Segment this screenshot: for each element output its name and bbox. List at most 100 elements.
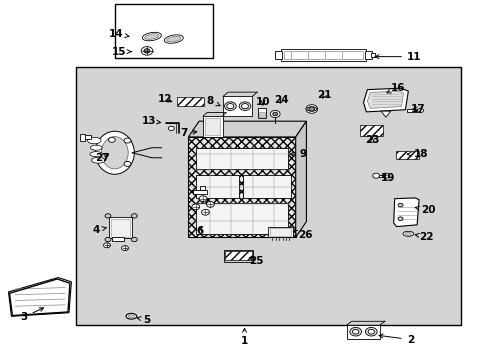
Circle shape (124, 161, 131, 166)
Bar (195, 203, 288, 234)
Text: 15: 15 (111, 46, 131, 57)
Text: 3: 3 (20, 308, 43, 322)
Text: 19: 19 (380, 173, 394, 183)
Polygon shape (366, 91, 403, 108)
Circle shape (144, 49, 150, 53)
Text: 21: 21 (317, 90, 331, 100)
Bar (359, 126, 382, 135)
Polygon shape (380, 111, 390, 117)
Bar (199, 186, 205, 190)
Ellipse shape (95, 131, 134, 174)
Circle shape (103, 243, 110, 248)
Bar (284, 51, 363, 59)
Bar (267, 226, 293, 237)
Ellipse shape (164, 35, 183, 43)
Circle shape (131, 214, 137, 218)
Bar (205, 118, 220, 135)
Bar (370, 53, 374, 57)
Circle shape (349, 327, 361, 336)
Bar (395, 151, 418, 159)
Circle shape (308, 107, 314, 111)
Circle shape (141, 46, 153, 55)
Ellipse shape (402, 231, 413, 236)
Circle shape (372, 173, 379, 178)
Bar (81, 135, 91, 139)
Ellipse shape (90, 145, 102, 150)
Circle shape (382, 173, 388, 178)
Circle shape (305, 105, 317, 113)
Bar (115, 4, 212, 58)
Ellipse shape (128, 315, 134, 318)
Circle shape (367, 329, 374, 334)
Bar (80, 134, 84, 141)
Circle shape (270, 111, 280, 118)
Bar (365, 51, 371, 59)
Text: 4: 4 (92, 225, 106, 235)
Circle shape (241, 104, 248, 109)
Text: 25: 25 (248, 256, 263, 266)
Bar (203, 116, 222, 137)
Ellipse shape (90, 152, 102, 157)
Text: 22: 22 (414, 232, 432, 242)
Bar (242, 175, 290, 198)
Text: 23: 23 (364, 135, 379, 145)
Circle shape (365, 327, 376, 336)
Ellipse shape (306, 107, 316, 111)
Text: 12: 12 (158, 94, 172, 104)
Text: 8: 8 (206, 96, 220, 106)
Text: 27: 27 (95, 153, 109, 163)
Bar (112, 237, 123, 241)
Text: 26: 26 (293, 230, 311, 239)
Bar (269, 228, 291, 236)
Bar (275, 51, 282, 59)
Bar (109, 217, 132, 238)
Bar (76, 67, 461, 325)
Circle shape (352, 329, 358, 334)
Text: 7: 7 (180, 129, 196, 138)
Circle shape (397, 203, 402, 207)
Circle shape (108, 137, 115, 142)
Circle shape (199, 196, 206, 202)
Circle shape (131, 237, 137, 242)
Circle shape (124, 138, 131, 143)
Ellipse shape (405, 232, 410, 235)
Text: 20: 20 (414, 205, 435, 215)
Circle shape (206, 202, 214, 207)
Polygon shape (8, 278, 71, 316)
Bar (193, 190, 206, 194)
Bar (346, 325, 379, 338)
Text: 6: 6 (196, 226, 203, 236)
Ellipse shape (91, 157, 105, 163)
Ellipse shape (166, 36, 181, 42)
Ellipse shape (87, 137, 101, 144)
Circle shape (105, 237, 111, 242)
Circle shape (122, 246, 128, 251)
Bar (281, 49, 366, 61)
Text: 13: 13 (142, 116, 160, 126)
Text: 1: 1 (241, 328, 247, 346)
Text: 2: 2 (378, 334, 413, 345)
Circle shape (239, 102, 250, 111)
Circle shape (272, 112, 277, 116)
Polygon shape (363, 88, 407, 112)
Polygon shape (188, 121, 306, 137)
Ellipse shape (144, 34, 159, 39)
Text: 18: 18 (407, 149, 427, 159)
Circle shape (397, 217, 402, 221)
Bar (111, 219, 130, 237)
Bar (257, 108, 266, 118)
Text: 14: 14 (108, 29, 129, 39)
Circle shape (191, 204, 199, 210)
Polygon shape (393, 198, 418, 226)
Bar (223, 96, 252, 116)
Bar (378, 175, 384, 177)
Circle shape (417, 108, 423, 113)
Circle shape (201, 210, 209, 215)
Text: 5: 5 (137, 315, 150, 325)
Circle shape (105, 214, 111, 218)
Text: 24: 24 (274, 95, 288, 105)
Ellipse shape (126, 314, 137, 319)
Bar (224, 250, 252, 262)
Bar (195, 175, 238, 198)
Polygon shape (295, 121, 306, 237)
